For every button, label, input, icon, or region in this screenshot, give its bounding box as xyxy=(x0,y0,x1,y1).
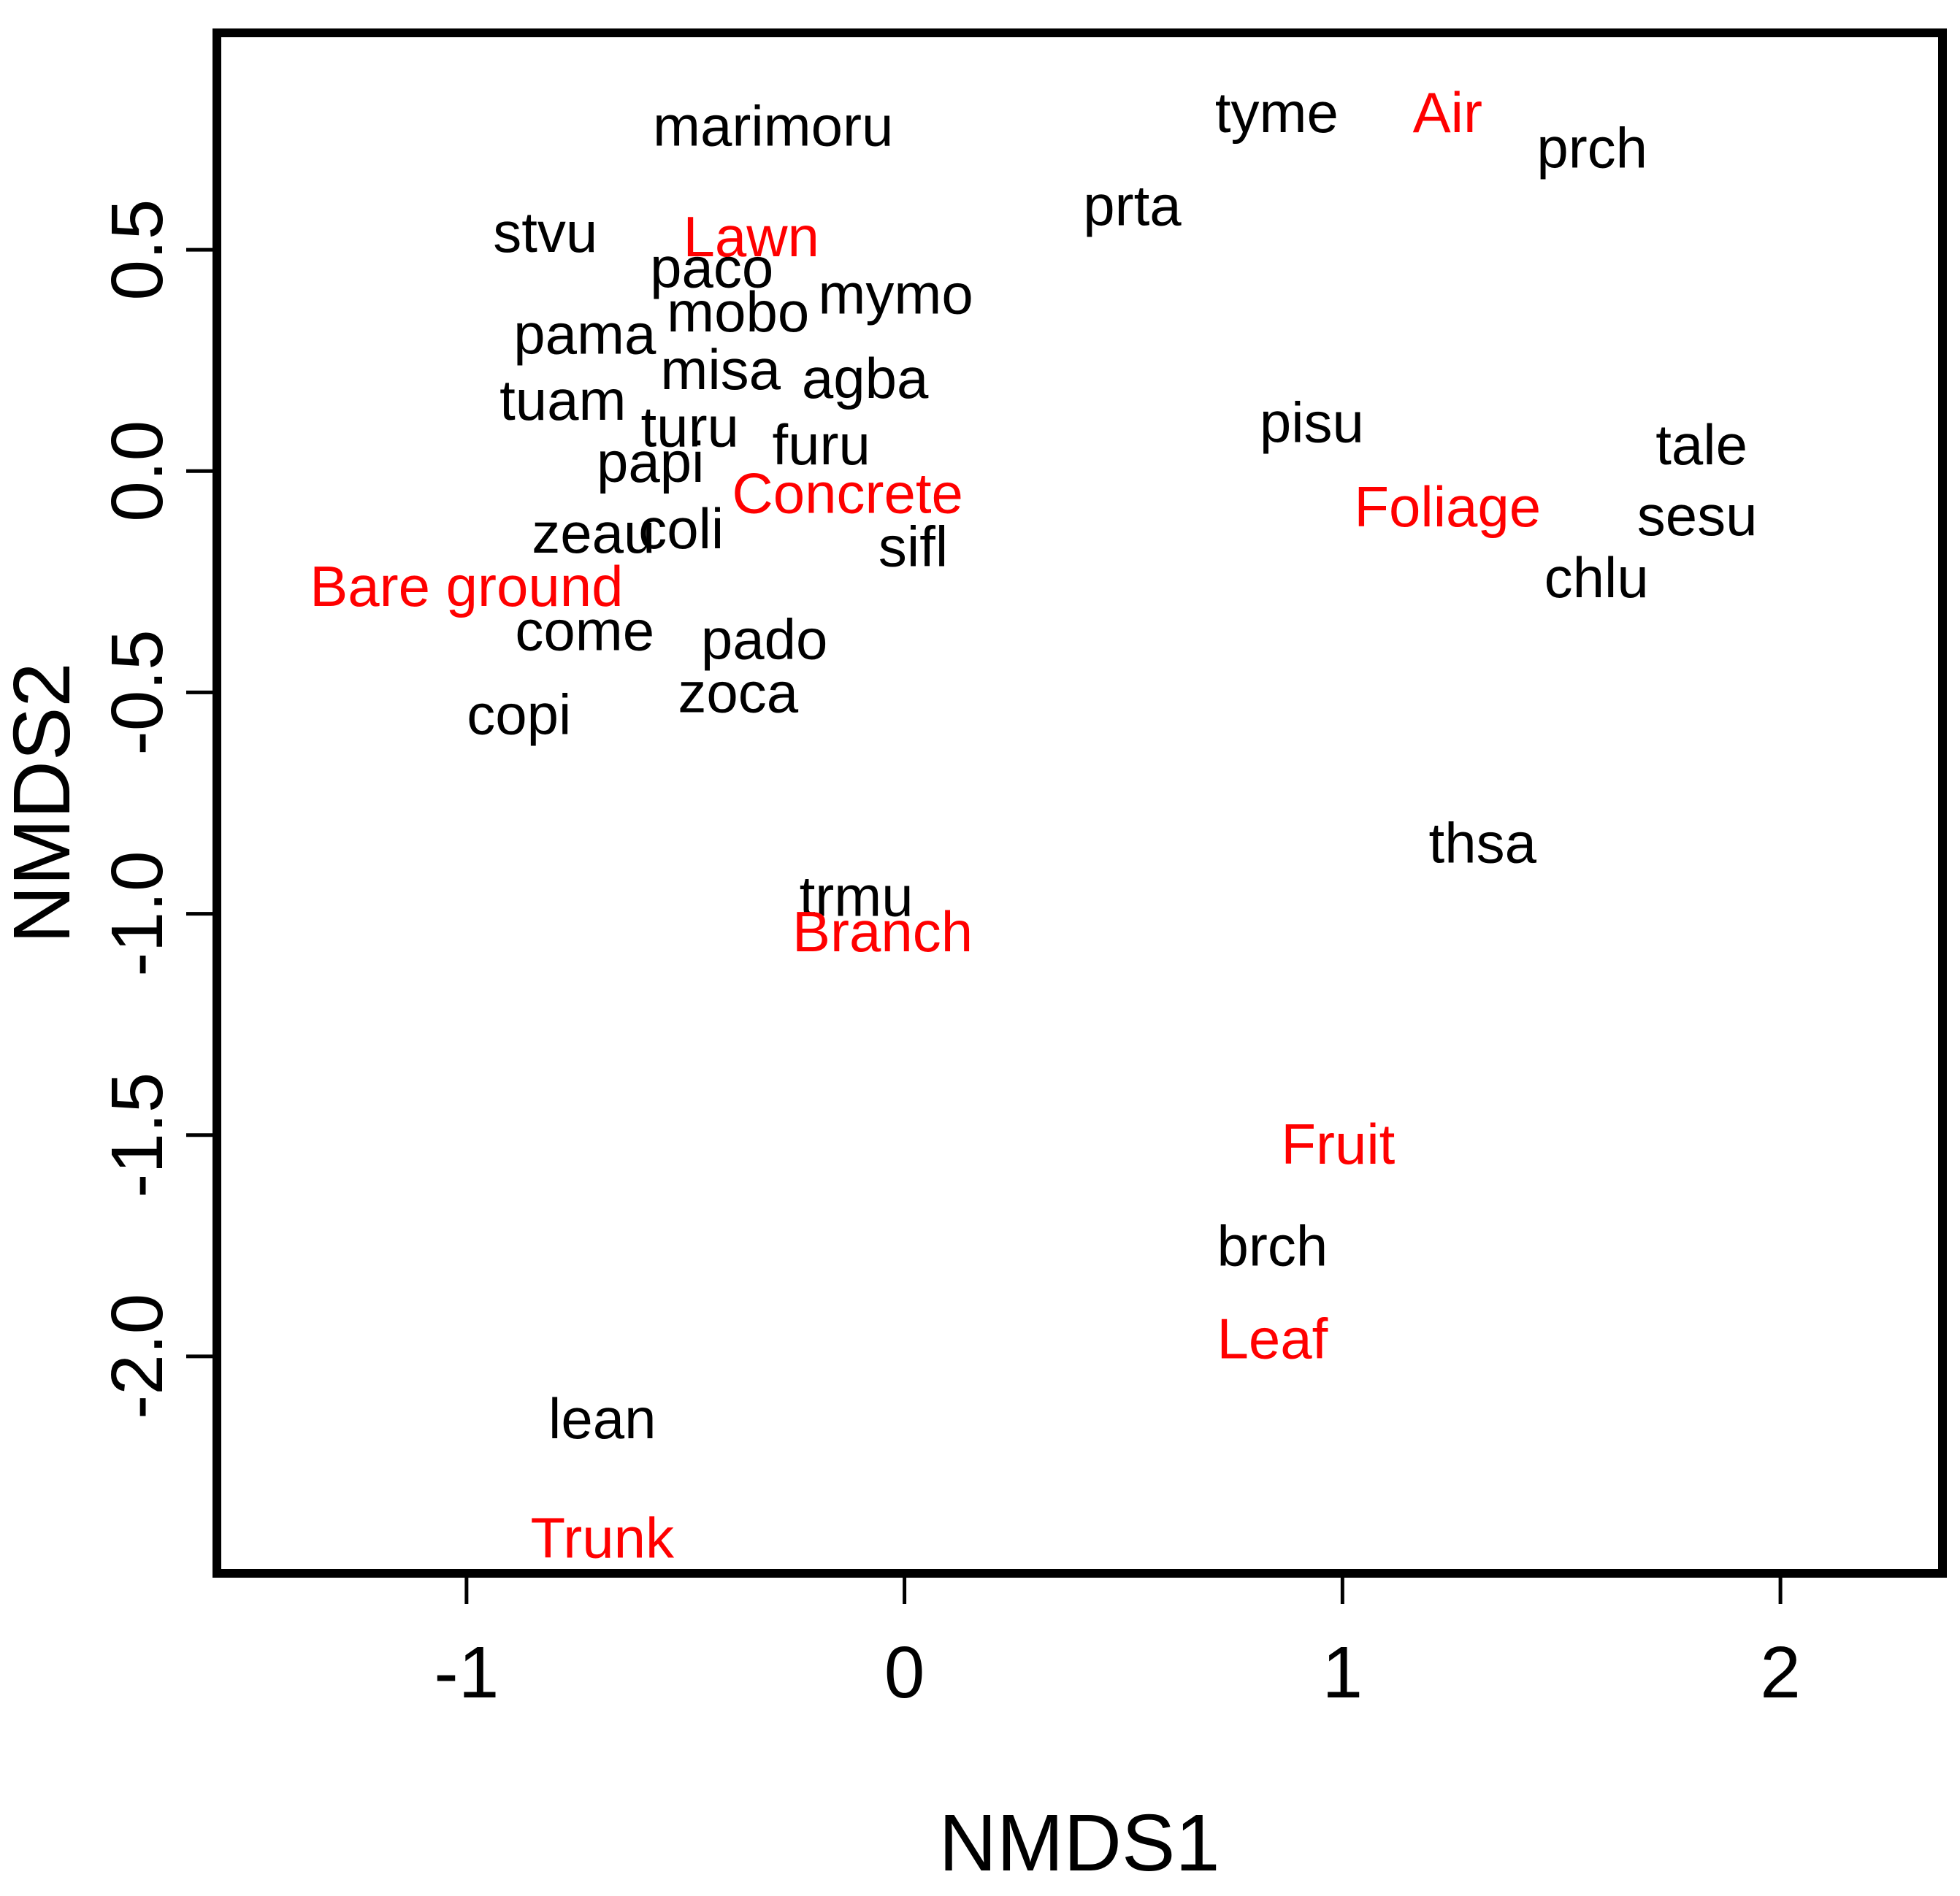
x-tick-label: 0 xyxy=(884,1632,925,1713)
species-label: tyme xyxy=(1215,80,1339,145)
habitat-label: Fruit xyxy=(1281,1112,1395,1176)
species-label: sesu xyxy=(1637,483,1758,548)
species-label: papi xyxy=(597,430,704,494)
x-axis-title: NMDS1 xyxy=(938,1798,1220,1888)
species-label: tuam xyxy=(499,368,626,432)
species-label: prch xyxy=(1536,116,1647,180)
species-label: brch xyxy=(1217,1213,1328,1278)
species-label: zeau xyxy=(532,501,655,565)
y-tick-label: -0.5 xyxy=(96,629,178,755)
habitat-labels: Air Lawn Concrete Foliage Bare ground Branch F… xyxy=(310,80,1541,1570)
species-label: misa xyxy=(660,337,781,402)
species-label: mobo xyxy=(667,280,809,344)
species-label: zoca xyxy=(678,660,798,724)
y-tick-label: -2.0 xyxy=(96,1294,178,1419)
x-axis: -1 0 1 2 xyxy=(434,1578,1801,1713)
habitat-label: Foliage xyxy=(1354,475,1541,539)
y-tick-label: 0.0 xyxy=(96,421,178,522)
habitat-label: Concrete xyxy=(732,461,963,526)
y-tick-label: -1.5 xyxy=(96,1072,178,1198)
species-label: copi xyxy=(467,683,571,747)
species-label: pama xyxy=(513,302,656,366)
y-tick-label: 0.5 xyxy=(96,199,178,301)
species-label: paco xyxy=(650,235,773,299)
species-label: marimoru xyxy=(653,93,893,158)
plot-frame xyxy=(213,28,1947,1578)
species-label: stvu xyxy=(493,200,597,264)
species-label: pisu xyxy=(1260,391,1364,455)
species-label: lean xyxy=(548,1386,656,1451)
x-tick-label: 1 xyxy=(1322,1632,1363,1713)
species-label: furu xyxy=(772,412,870,477)
species-label: mymo xyxy=(818,262,973,326)
species-label: come xyxy=(515,599,654,663)
x-tick-label: -1 xyxy=(434,1632,499,1713)
habitat-label: Leaf xyxy=(1217,1307,1328,1371)
y-axis: 0.5 0.0 -0.5 -1.0 -1.5 -2.0 xyxy=(96,199,213,1419)
species-label: chlu xyxy=(1544,545,1649,610)
species-label: pado xyxy=(701,607,828,672)
y-axis-title: NMDS2 xyxy=(0,662,87,943)
species-label: thsa xyxy=(1429,811,1537,875)
habitat-label: Bare ground xyxy=(310,554,623,618)
y-tick-label: -1.0 xyxy=(96,851,178,976)
species-label: prta xyxy=(1083,173,1182,237)
habitat-label: Lawn xyxy=(683,204,819,269)
species-label: sifl xyxy=(878,514,948,578)
species-label: coli xyxy=(638,496,724,561)
species-label: tale xyxy=(1655,412,1747,477)
x-tick-label: 2 xyxy=(1760,1632,1801,1713)
species-label: turu xyxy=(641,395,739,459)
species-label: agba xyxy=(802,346,929,410)
species-label: trmu xyxy=(800,864,914,928)
habitat-label: Trunk xyxy=(531,1505,675,1570)
habitat-label: Air xyxy=(1413,80,1482,145)
habitat-label: Branch xyxy=(792,899,973,964)
